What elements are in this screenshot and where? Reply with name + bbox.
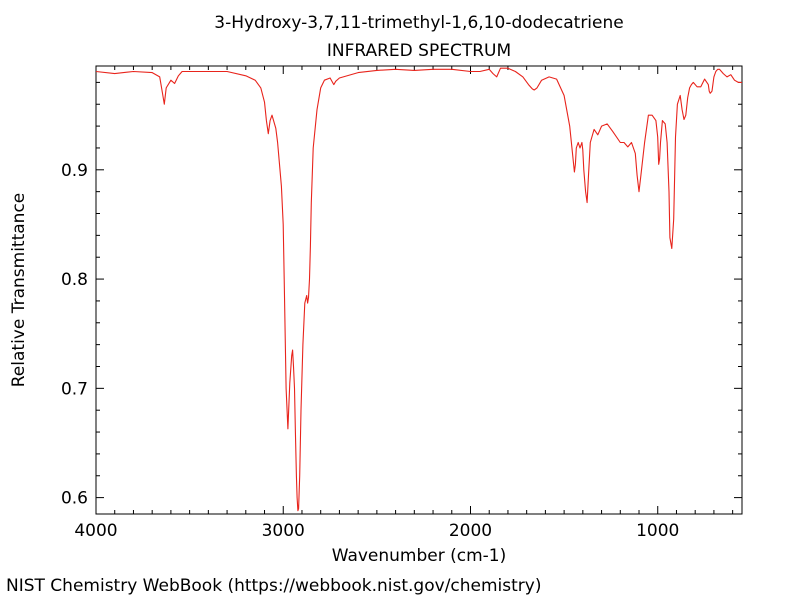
x-tick-label: 2000 <box>449 521 492 541</box>
plot-frame <box>95 65 743 515</box>
spectrum-series <box>95 67 742 512</box>
y-tick-label: 0.8 <box>61 270 88 290</box>
y-axis-label: Relative Transmittance <box>9 193 29 388</box>
x-tick-label: 1000 <box>636 521 679 541</box>
axis-tick-labels: 4000 3000 2000 1000 0.6 0.7 0.8 0.9 <box>61 161 679 541</box>
y-tick-label: 0.6 <box>61 489 88 509</box>
spectrum-line <box>95 67 742 512</box>
chart-title: 3-Hydroxy-3,7,11-trimethyl-1,6,10-dodeca… <box>214 13 623 33</box>
x-tick-label: 4000 <box>74 521 117 541</box>
chart-subtitle: INFRARED SPECTRUM <box>327 41 511 61</box>
axis-ticks <box>95 66 742 514</box>
x-tick-label: 3000 <box>262 521 305 541</box>
source-credit: NIST Chemistry WebBook (https://webbook.… <box>6 576 542 596</box>
y-tick-label: 0.7 <box>61 379 88 399</box>
x-axis-label: Wavenumber (cm-1) <box>332 546 507 566</box>
y-tick-label: 0.9 <box>61 161 88 181</box>
